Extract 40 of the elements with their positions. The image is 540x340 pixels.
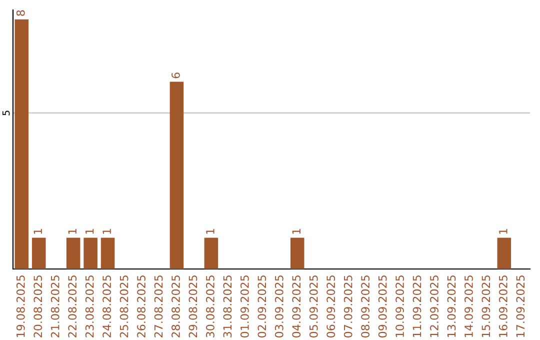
x-tick-label: 09.09.2025: [378, 276, 387, 338]
x-tick-label: 15.09.2025: [482, 276, 490, 337]
data-label: 1: [86, 228, 94, 234]
x-tick-label: 29.08.2025: [188, 276, 198, 338]
x-tick-label: 19.08.2025: [16, 276, 25, 337]
x-tick-label: 30.08.2025: [206, 276, 214, 338]
x-tick-label: 31.08.2025: [223, 276, 232, 338]
x-tick-label: 06.09.2025: [326, 276, 336, 338]
data-label: 1: [206, 228, 214, 234]
x-tick-label: 22.08.2025: [68, 276, 77, 338]
data-label: 1: [34, 228, 42, 234]
x-tick-label: 25.08.2025: [120, 276, 128, 338]
x-tick-label: 07.09.2025: [344, 276, 352, 338]
data-label: 1: [499, 228, 508, 234]
x-tick-label: 08.09.2025: [361, 276, 370, 338]
data-label: 6: [172, 72, 180, 78]
x-tick-label: 11.09.2025: [412, 276, 422, 337]
x-tick-label: 17.09.2025: [516, 276, 525, 337]
x-tick-label: 16.09.2025: [498, 276, 508, 337]
x-tick-label: 21.08.2025: [50, 276, 60, 338]
x-tick-label: 28.08.2025: [172, 276, 180, 338]
x-tick-label: 26.08.2025: [137, 276, 146, 338]
x-tick-label: 27.08.2025: [154, 276, 163, 338]
data-label: 1: [292, 228, 300, 234]
data-label: 1: [102, 228, 111, 234]
x-tick-label: 24.08.2025: [102, 276, 112, 338]
x-tick-label: 05.09.2025: [309, 276, 318, 338]
x-tick-label: 14.09.2025: [464, 276, 473, 337]
x-tick-label: 20.08.2025: [34, 276, 42, 338]
data-label: 1: [68, 228, 76, 234]
x-tick-label: 01.09.2025: [240, 276, 249, 338]
x-tick-label: 04.09.2025: [292, 276, 301, 338]
x-tick-label: 12.09.2025: [430, 276, 438, 337]
y-tick-label: 5: [2, 110, 10, 116]
x-tick-label: 03.09.2025: [274, 276, 284, 338]
data-label: 8: [16, 10, 25, 16]
x-tick-label: 23.08.2025: [85, 276, 94, 338]
x-tick-label: 02.09.2025: [258, 276, 266, 338]
x-tick-label: 10.09.2025: [396, 276, 404, 337]
x-tick-label: 13.09.2025: [447, 276, 456, 337]
